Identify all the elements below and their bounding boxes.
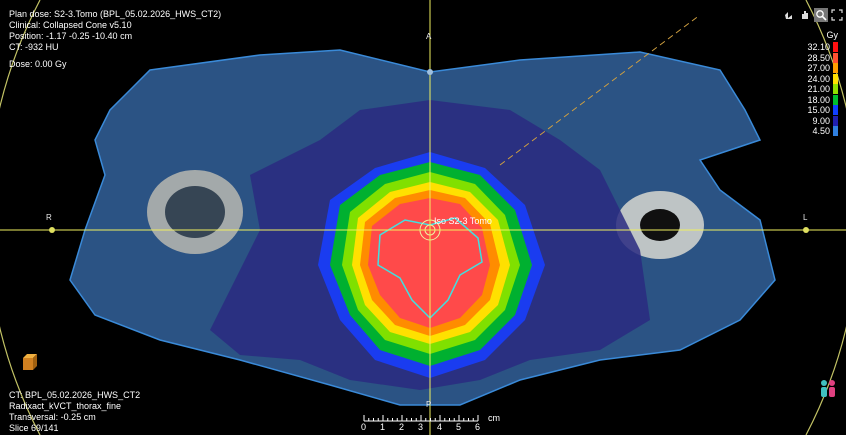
dose-legend-swatch [833, 115, 838, 126]
transversal-text: Transversal: -0.25 cm [9, 412, 96, 422]
scale-unit-label: cm [488, 413, 500, 423]
bore-outline [0, 0, 41, 435]
dose-legend-swatch [833, 105, 838, 115]
scale-tick-label: 3 [418, 422, 424, 432]
pan-hand-icon[interactable] [798, 8, 812, 22]
orientation-right-label: L [803, 213, 808, 222]
dose-legend-swatch [833, 63, 838, 73]
dose-legend-row: 28.50 [807, 52, 838, 63]
dose-legend-row: 15.00 [807, 105, 838, 115]
dose-unit-label: Gy [826, 30, 838, 40]
dose-legend-row: 18.00 [807, 94, 838, 105]
scale-tick-label: 5 [456, 422, 462, 432]
scale-tick-label: 1 [380, 422, 386, 432]
position-text: Position: -1.17 -0.25 -10.40 cm [9, 31, 133, 41]
dose-legend-swatch [833, 126, 838, 136]
slice-text: Slice 69/141 [9, 423, 59, 433]
hand-cursor-icon[interactable] [782, 8, 796, 22]
orientation-top-label: A [426, 32, 432, 41]
beam-line [499, 14, 701, 166]
dose-legend-row: 9.00 [812, 115, 838, 126]
dose-legend-value: 18.00 [807, 94, 830, 105]
ct-value-text: CT: -932 HU [9, 42, 59, 52]
dose-legend-row: 24.00 [807, 73, 838, 84]
clinical-text: Clinical: Collapsed Cone v5.10 [9, 20, 132, 30]
dose-legend-value: 15.00 [807, 105, 830, 115]
dose-legend-row: 32.10 [807, 42, 838, 52]
protocol-text: Radixact_kVCT_thorax_fine [9, 401, 122, 411]
footer-info-overlay: CT: BPL_05.02.2026_HWS_CT2 Radixact_kVCT… [9, 390, 140, 434]
dose-legend-swatch [833, 52, 838, 63]
dose-legend-value: 24.00 [807, 73, 830, 84]
bore-outline-right [805, 0, 846, 435]
dose-legend-value: 27.00 [807, 63, 830, 73]
dose-legend-row: 21.00 [807, 84, 838, 94]
scale-tick-label: 4 [437, 422, 443, 432]
dose-legend-value: 21.00 [807, 84, 830, 94]
dose-legend-value: 4.50 [812, 126, 830, 136]
ct-series-text: CT: BPL_05.02.2026_HWS_CT2 [9, 390, 141, 400]
dose-legend-row: 27.00 [807, 63, 838, 73]
dose-legend-value: 32.10 [807, 42, 830, 52]
dose-text: Dose: 0.00 Gy [9, 59, 67, 69]
orientation-left-label: R [46, 213, 52, 222]
isocenter-label: Iso S2-3 Tomo [434, 216, 492, 226]
plan-dose-text: Plan dose: S2-3.Tomo (BPL_05.02.2026_HWS… [9, 9, 222, 19]
scale-bar: cm 0 1 2 3 4 5 6 [360, 412, 500, 434]
zoom-magnifier-icon[interactable] [814, 8, 828, 22]
dose-legend-swatch [833, 42, 838, 52]
orientation-cube-icon[interactable] [19, 352, 39, 372]
patient-orientation-icon[interactable] [818, 378, 838, 400]
dose-legend-swatch [833, 94, 838, 105]
dose-legend-row: 4.50 [812, 126, 838, 136]
fit-to-window-icon[interactable] [830, 8, 844, 22]
dose-legend-swatch [833, 73, 838, 84]
scale-tick-label: 2 [399, 422, 405, 432]
scale-tick-label: 6 [475, 422, 481, 432]
dose-legend-value: 9.00 [812, 115, 830, 126]
dose-legend-value: 28.50 [807, 52, 830, 63]
orientation-bottom-label: P [426, 400, 432, 409]
scale-tick-label: 0 [361, 422, 367, 432]
dose-legend-swatch [833, 84, 838, 94]
header-info-overlay: Plan dose: S2-3.Tomo (BPL_05.02.2026_HWS… [9, 9, 221, 70]
